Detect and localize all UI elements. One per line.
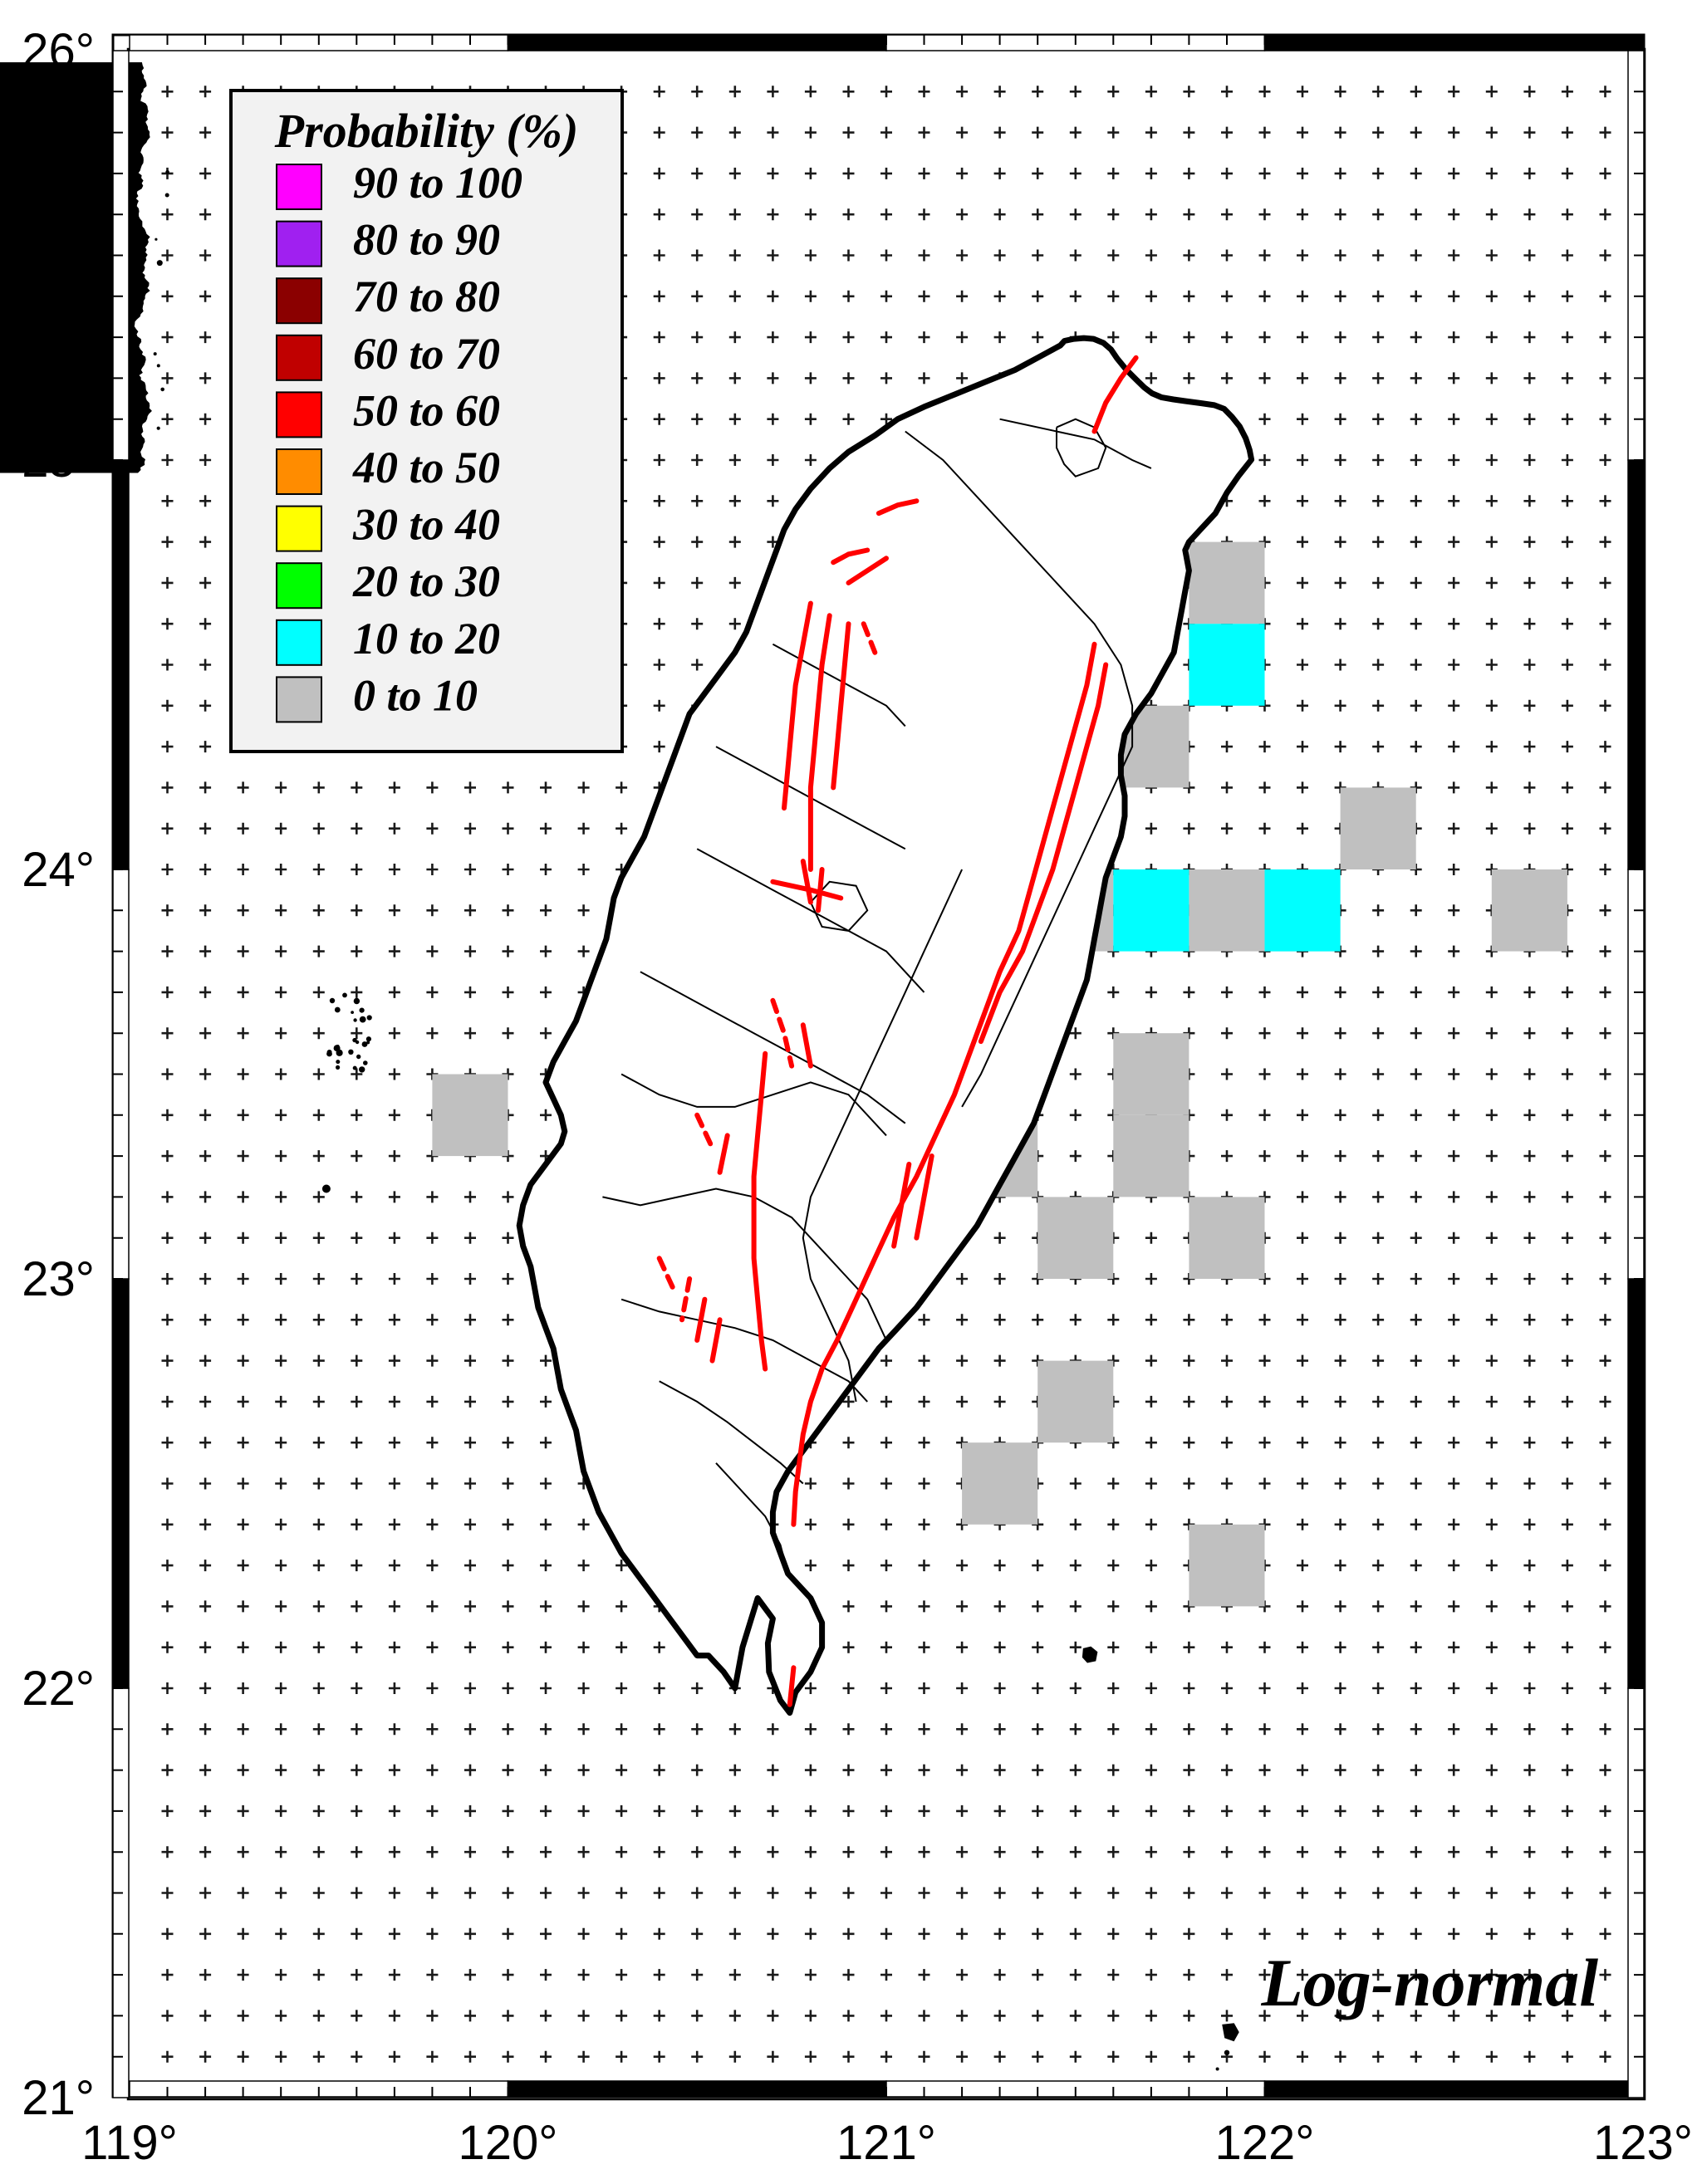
svg-text:Log-normal: Log-normal bbox=[1261, 1945, 1599, 2020]
svg-text:70 to 80: 70 to 80 bbox=[353, 272, 500, 321]
svg-text:90 to 100: 90 to 100 bbox=[353, 158, 522, 208]
svg-text:30 to 40: 30 to 40 bbox=[352, 500, 500, 550]
svg-text:50 to 60: 50 to 60 bbox=[353, 385, 500, 435]
svg-text:24°: 24° bbox=[22, 843, 95, 897]
svg-text:120°: 120° bbox=[459, 2116, 558, 2170]
svg-text:21°: 21° bbox=[22, 2071, 95, 2125]
svg-text:0 to 10: 0 to 10 bbox=[353, 670, 478, 720]
svg-text:20 to 30: 20 to 30 bbox=[352, 556, 500, 606]
svg-text:22°: 22° bbox=[22, 1662, 95, 1716]
svg-text:10 to 20: 10 to 20 bbox=[353, 614, 500, 664]
svg-text:40 to 50: 40 to 50 bbox=[352, 443, 500, 492]
svg-text:23°: 23° bbox=[22, 1252, 95, 1306]
svg-text:119°: 119° bbox=[81, 2116, 178, 2170]
svg-text:121°: 121° bbox=[836, 2116, 936, 2170]
svg-text:80 to 90: 80 to 90 bbox=[353, 215, 500, 265]
svg-text:60 to 70: 60 to 70 bbox=[353, 329, 500, 379]
svg-text:123°: 123° bbox=[1593, 2116, 1693, 2170]
svg-text:Probability (%): Probability (%) bbox=[274, 104, 579, 158]
svg-text:26°: 26° bbox=[22, 24, 95, 78]
svg-text:25°: 25° bbox=[22, 433, 95, 487]
svg-text:122°: 122° bbox=[1215, 2116, 1315, 2170]
